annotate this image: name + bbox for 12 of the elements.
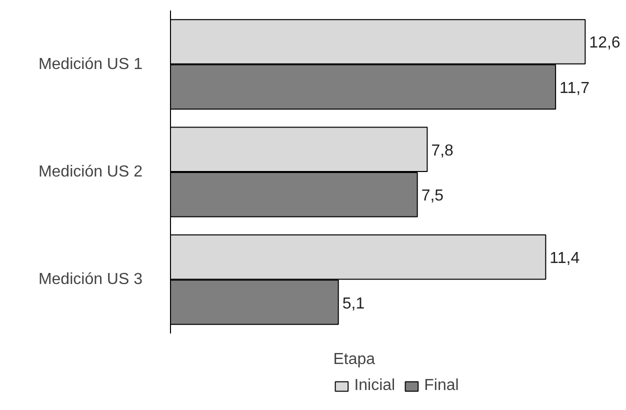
data-label: 11,7 [560, 80, 590, 97]
y-tick-label: Medición US 2 [38, 164, 143, 180]
data-label: 11,4 [550, 250, 580, 268]
data-label: 5,1 [342, 295, 365, 312]
legend-label: Final [424, 377, 459, 395]
legend-label: Inicial [354, 377, 396, 395]
y-tick-label: Medición US 1 [38, 56, 143, 73]
data-label: 12,6 [589, 34, 620, 52]
legend-title: Etapa [333, 351, 376, 369]
data-label: 7,5 [421, 188, 444, 205]
y-tick-label: Medición US 3 [38, 271, 143, 288]
data-label: 7,8 [431, 142, 454, 160]
